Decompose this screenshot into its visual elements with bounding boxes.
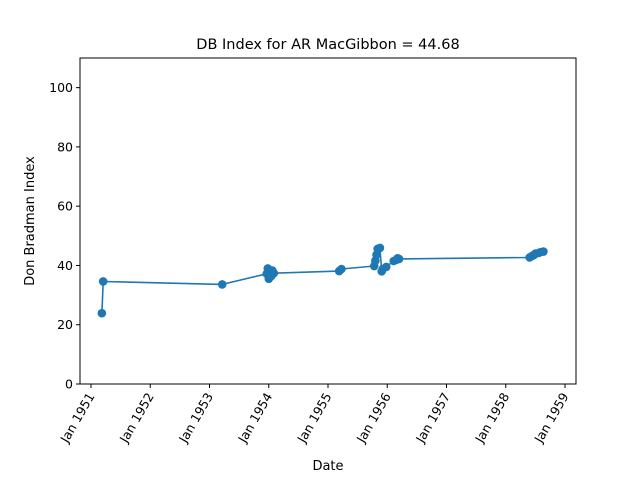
- y-tick-label: 100: [49, 80, 73, 95]
- data-point: [98, 277, 108, 286]
- y-tick-label: 0: [65, 377, 73, 392]
- data-point: [217, 280, 227, 289]
- data-point: [375, 243, 385, 253]
- y-tick-label: 80: [57, 139, 73, 154]
- plot-area: [79, 57, 577, 385]
- y-tick-label: 60: [57, 199, 73, 214]
- chart-title: DB Index for AR MacGibbon = 44.68: [196, 37, 459, 53]
- data-point: [269, 268, 279, 278]
- y-axis: 0 20 40 60 80 100: [49, 80, 80, 392]
- y-axis-label: Don Bradman Index: [23, 156, 38, 286]
- data-point: [97, 308, 107, 318]
- data-series: [97, 243, 548, 318]
- y-tick-label: 40: [57, 258, 73, 273]
- data-point: [394, 254, 404, 264]
- y-tick-label: 20: [57, 317, 73, 332]
- data-point: [381, 262, 391, 272]
- x-axis-label: Date: [312, 459, 343, 474]
- data-point: [337, 264, 346, 274]
- data-point: [539, 247, 548, 256]
